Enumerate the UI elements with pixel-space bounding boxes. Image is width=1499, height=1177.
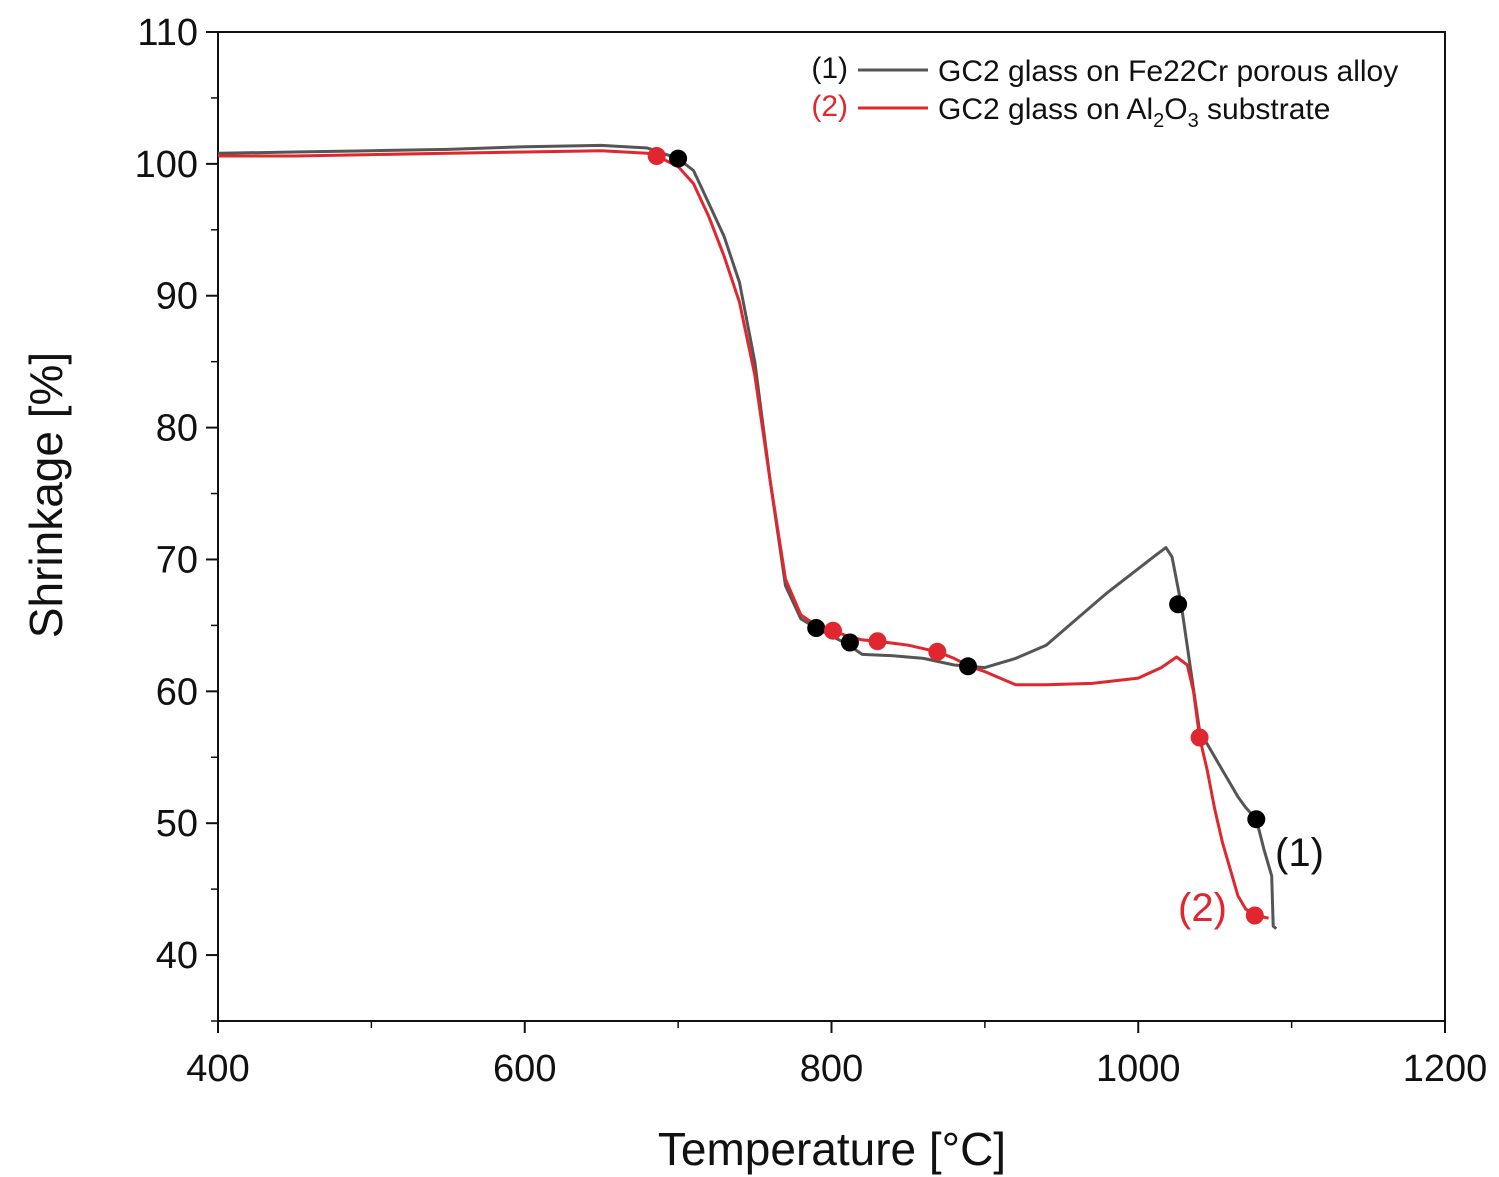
- series-line-1: [217, 143, 1278, 930]
- series-marker-2: [928, 642, 947, 661]
- legend-label-2-part: GC2 glass on Al: [938, 93, 1153, 126]
- plot-frame: [217, 31, 1446, 1022]
- x-tick-label: 600: [493, 1048, 556, 1090]
- series-marker-2: [647, 147, 666, 165]
- series-marker-1: [669, 149, 688, 168]
- y-axis-title: Shrinkage [%]: [20, 352, 72, 638]
- y-tick-label: 100: [135, 144, 198, 186]
- x-tick-label: 1200: [1403, 1048, 1488, 1090]
- legend-label-2-part: substrate: [1199, 93, 1331, 126]
- y-tick-label: 60: [156, 671, 198, 713]
- curve-label-2: (2): [1178, 886, 1227, 930]
- x-tick-label: 1000: [1096, 1048, 1181, 1090]
- series-marker-2: [868, 632, 887, 651]
- series-marker-1: [1247, 810, 1266, 829]
- curve-label-1: (1): [1275, 831, 1324, 875]
- legend: (1) GC2 glass on Fe22Cr porous alloy (2)…: [811, 52, 1398, 132]
- y-tick-label: 40: [156, 935, 198, 977]
- series-marker-2: [1245, 906, 1264, 925]
- legend-label-2: GC2 glass on Al2O3 substrate: [938, 93, 1330, 132]
- legend-label-2-part: O: [1164, 93, 1187, 126]
- series-marker-1: [807, 619, 826, 637]
- x-axis-title: Temperature [°C]: [658, 1123, 1006, 1175]
- legend-label-2-sub: 3: [1188, 110, 1199, 132]
- y-tick-label: 70: [156, 539, 198, 581]
- legend-label-1: GC2 glass on Fe22Cr porous alloy: [938, 55, 1398, 88]
- x-tick-label: 800: [800, 1048, 863, 1090]
- y-tick-label: 90: [156, 276, 198, 318]
- labels: Temperature [°C] Shrinkage [%] (1) (2): [20, 352, 1324, 1175]
- y-tick-label: 80: [156, 408, 198, 450]
- series-line-2: [218, 149, 1269, 920]
- series-marker-2: [1190, 728, 1209, 747]
- series-marker-1: [1169, 595, 1188, 614]
- legend-index-1: (1): [811, 52, 848, 85]
- x-tick-label: 400: [186, 1048, 249, 1090]
- y-tick-label: 50: [156, 803, 198, 845]
- legend-index-2: (2): [811, 90, 848, 123]
- series-marker-1: [959, 657, 977, 676]
- y-tick-label: 110: [137, 12, 198, 54]
- series-layer: [217, 143, 1278, 930]
- axes: 40 50 60 70 80 90 100 110 400 600 800 1000 1200: [135, 12, 1488, 1090]
- series-marker-2: [824, 621, 842, 640]
- legend-label-2-sub: 2: [1153, 110, 1164, 132]
- series-marker-1: [840, 633, 859, 652]
